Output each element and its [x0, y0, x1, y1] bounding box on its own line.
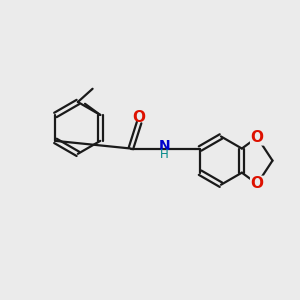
Text: O: O	[251, 176, 264, 191]
Text: O: O	[251, 130, 264, 145]
Text: H: H	[160, 148, 169, 161]
Text: N: N	[159, 139, 170, 153]
Text: O: O	[133, 110, 146, 125]
